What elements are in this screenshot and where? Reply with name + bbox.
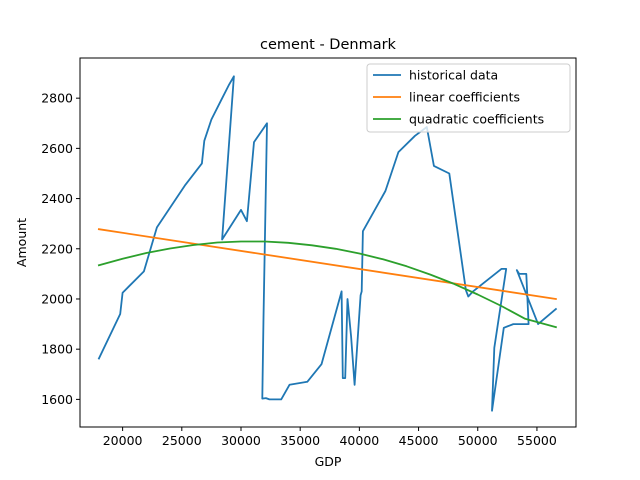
x-axis: 20000 25000 30000 35000 40000 45000 50000 55000 (103, 427, 557, 448)
plot-frame (79, 57, 577, 428)
y-axis-label: Amount (14, 218, 29, 267)
x-tick-label: 20000 (103, 433, 143, 448)
legend-box (366, 63, 571, 133)
series-layer (97, 75, 558, 412)
y-tick-label: 2000 (41, 291, 73, 306)
y-tick-label: 1800 (41, 342, 73, 357)
x-tick-label: 30000 (221, 433, 261, 448)
legend-label: quadratic coefficients (409, 112, 544, 127)
y-tick-label: 2400 (41, 191, 73, 206)
chart-title: cement - Denmark (260, 37, 397, 53)
x-tick-label: 35000 (280, 433, 320, 448)
x-tick-label: 25000 (162, 433, 202, 448)
series-line-2 (97, 240, 558, 329)
y-axis: 1600 1800 2000 2200 2400 2600 2800 (41, 91, 80, 407)
y-tick-label: 2600 (41, 141, 73, 156)
legend-label: historical data (409, 68, 498, 83)
legend-label: linear coefficients (409, 90, 520, 105)
legend: historical data linear coefficients quadra… (366, 63, 571, 133)
x-tick-label: 50000 (458, 433, 498, 448)
x-tick-label: 55000 (517, 433, 557, 448)
x-tick-label: 45000 (399, 433, 439, 448)
y-tick-label: 2800 (41, 91, 73, 106)
series-line-0 (97, 75, 558, 412)
y-tick-label: 2200 (41, 241, 73, 256)
x-tick-label: 40000 (339, 433, 379, 448)
y-tick-label: 1600 (41, 392, 73, 407)
x-axis-label: GDP (315, 454, 342, 469)
series-line-1 (97, 228, 557, 301)
